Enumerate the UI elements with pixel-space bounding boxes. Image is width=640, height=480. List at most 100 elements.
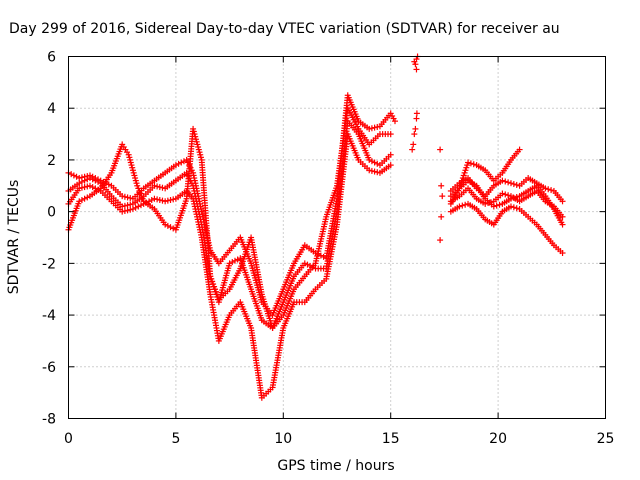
data-point	[178, 159, 185, 166]
data-point	[68, 171, 75, 178]
data-point	[164, 222, 171, 229]
data-point	[162, 221, 169, 228]
data-point	[84, 194, 91, 201]
data-point	[86, 175, 93, 182]
data-point	[119, 193, 126, 200]
data-point	[387, 162, 394, 169]
data-point	[510, 194, 517, 201]
data-point	[507, 180, 514, 187]
data-point	[510, 204, 517, 211]
data-point	[172, 162, 179, 169]
data-point	[366, 167, 373, 174]
data-point	[493, 202, 500, 209]
data-point	[467, 160, 474, 167]
data-point	[371, 159, 378, 166]
data-point	[496, 201, 503, 208]
data-point	[92, 177, 99, 184]
data-point	[505, 179, 512, 186]
data-point	[84, 183, 91, 190]
data-point	[513, 193, 520, 200]
data-point	[499, 177, 506, 184]
data-point	[507, 203, 514, 210]
data-point	[502, 191, 509, 198]
x-tick-label: 25	[597, 431, 615, 447]
data-point	[76, 180, 83, 187]
data-point	[159, 184, 166, 191]
data-point	[413, 110, 420, 117]
y-tick-label: -8	[42, 412, 56, 428]
data-point	[374, 123, 381, 130]
data-point	[391, 118, 398, 125]
data-point	[470, 161, 477, 168]
data-point	[459, 202, 466, 209]
data-point	[78, 178, 85, 185]
data-point	[86, 182, 93, 189]
data-point	[121, 193, 128, 200]
data-point	[542, 185, 549, 192]
data-point	[78, 184, 85, 191]
data-point	[368, 158, 375, 165]
data-point	[119, 203, 126, 210]
data-point	[545, 186, 552, 193]
data-point	[410, 141, 417, 148]
data-point	[81, 184, 88, 191]
data-point	[89, 184, 96, 191]
data-point	[226, 260, 233, 267]
data-point	[366, 125, 373, 132]
y-axis-label: SDTVAR / TECUs	[6, 180, 22, 295]
y-tick-label: 6	[47, 50, 56, 66]
chart-title: Day 299 of 2016, Sidereal Day-to-day VTE…	[9, 21, 560, 37]
data-point	[413, 115, 420, 122]
data-point	[127, 195, 134, 202]
data-point	[439, 193, 446, 200]
x-tick-label: 10	[274, 431, 292, 447]
data-point	[70, 172, 77, 179]
data-point	[371, 124, 378, 131]
data-point	[119, 208, 126, 215]
y-tick-label: 2	[47, 153, 56, 169]
y-tick-label: -6	[42, 360, 56, 376]
data-point	[156, 197, 163, 204]
data-point	[502, 178, 509, 185]
data-point	[231, 257, 238, 264]
data-point	[81, 195, 88, 202]
data-point	[229, 259, 236, 266]
data-point	[170, 196, 177, 203]
data-point	[78, 197, 85, 204]
data-point	[76, 175, 83, 182]
data-point	[76, 185, 83, 192]
data-point	[154, 183, 161, 190]
data-point	[513, 181, 520, 188]
data-point	[412, 125, 419, 132]
data-point	[180, 158, 187, 165]
data-point	[127, 206, 134, 213]
data-point	[234, 256, 241, 263]
data-point	[156, 184, 163, 191]
data-point	[135, 203, 142, 210]
data-point	[146, 198, 153, 205]
x-axis-label: GPS time / hours	[277, 458, 394, 474]
data-point	[132, 204, 139, 211]
data-point	[154, 196, 161, 203]
data-point	[374, 160, 381, 167]
data-point	[413, 66, 420, 73]
data-point	[151, 182, 158, 189]
data-point	[371, 168, 378, 175]
x-tick-label: 20	[489, 431, 507, 447]
data-point	[73, 173, 80, 180]
data-point	[76, 198, 83, 205]
data-point	[409, 146, 416, 153]
y-tick-label: 0	[47, 205, 56, 221]
x-tick-label: 0	[64, 431, 73, 447]
data-point	[456, 203, 463, 210]
data-point	[121, 202, 128, 209]
data-point	[170, 225, 177, 232]
data-point	[559, 250, 566, 257]
data-point	[368, 167, 375, 174]
data-point	[127, 201, 134, 208]
data-point	[164, 197, 171, 204]
data-point	[411, 131, 418, 138]
data-point	[374, 169, 381, 176]
data-point	[175, 160, 182, 167]
y-tick-label: 4	[47, 101, 56, 117]
